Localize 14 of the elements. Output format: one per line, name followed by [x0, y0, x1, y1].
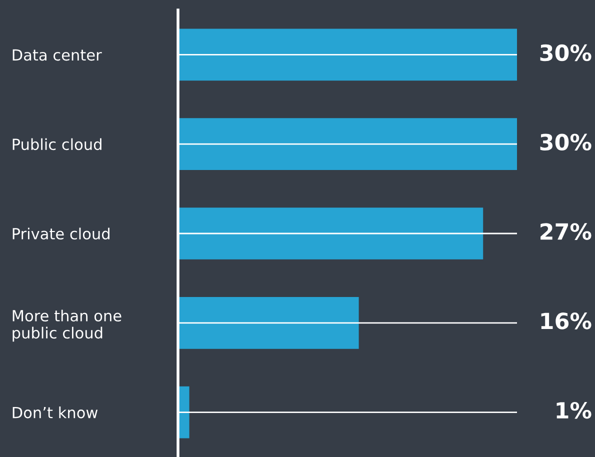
y-tick-label: Public cloud [12, 138, 102, 150]
bar [178, 118, 517, 170]
y-tick-label: Don’t know [12, 406, 98, 418]
bar [178, 296, 359, 349]
data-label: 30% [540, 134, 592, 151]
y-tick-label: More than one public cloud [12, 310, 122, 342]
data-label: 30% [540, 44, 592, 62]
data-label: 16% [541, 312, 592, 330]
data-label: 1% [556, 402, 592, 419]
y-tick-label: Private cloud [12, 228, 110, 240]
bar [178, 28, 517, 81]
bar [178, 208, 484, 260]
data-label: 27% [540, 223, 592, 240]
y-tick-label: Data center [12, 49, 102, 61]
